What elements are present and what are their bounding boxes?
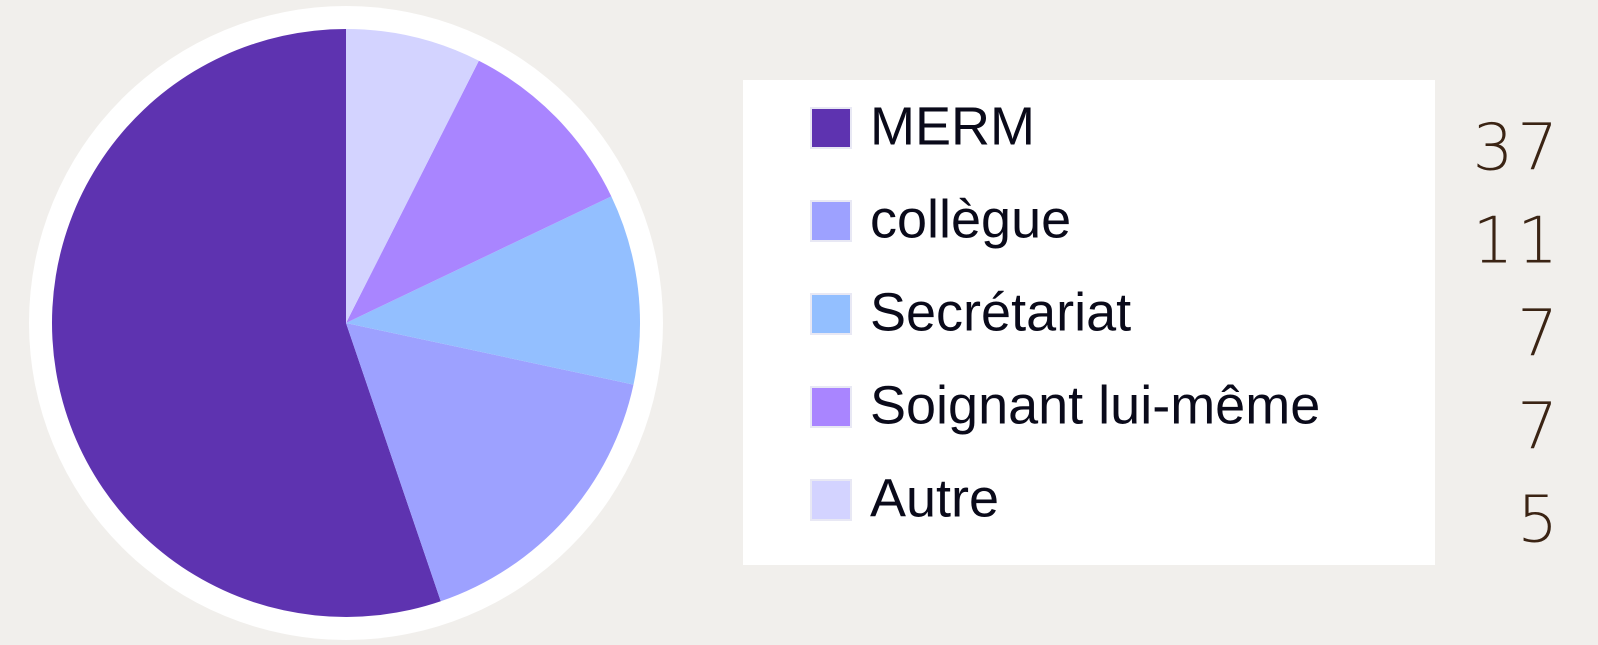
legend-swatch	[810, 200, 852, 242]
value-label: 7	[1517, 391, 1562, 465]
value-label: 37	[1473, 112, 1562, 186]
pie-slice	[346, 196, 640, 385]
legend-box	[743, 80, 1435, 565]
legend-swatch	[810, 386, 852, 428]
legend-label: MERM	[870, 96, 1035, 156]
value-label: 11	[1473, 205, 1562, 279]
value-label: 7	[1517, 298, 1562, 372]
pie-slice	[346, 29, 479, 323]
pie-slice	[51, 28, 441, 618]
legend-label: Soignant lui-même	[870, 375, 1320, 435]
legend-swatch	[810, 107, 852, 149]
legend-label: Secrétariat	[870, 282, 1131, 342]
pie-slice	[346, 323, 634, 602]
pie-slice	[346, 60, 612, 324]
legend-swatch	[810, 293, 852, 335]
value-label: 5	[1517, 484, 1562, 558]
legend-label: collègue	[870, 189, 1071, 249]
legend-label: Autre	[870, 468, 999, 528]
legend-swatch	[810, 479, 852, 521]
